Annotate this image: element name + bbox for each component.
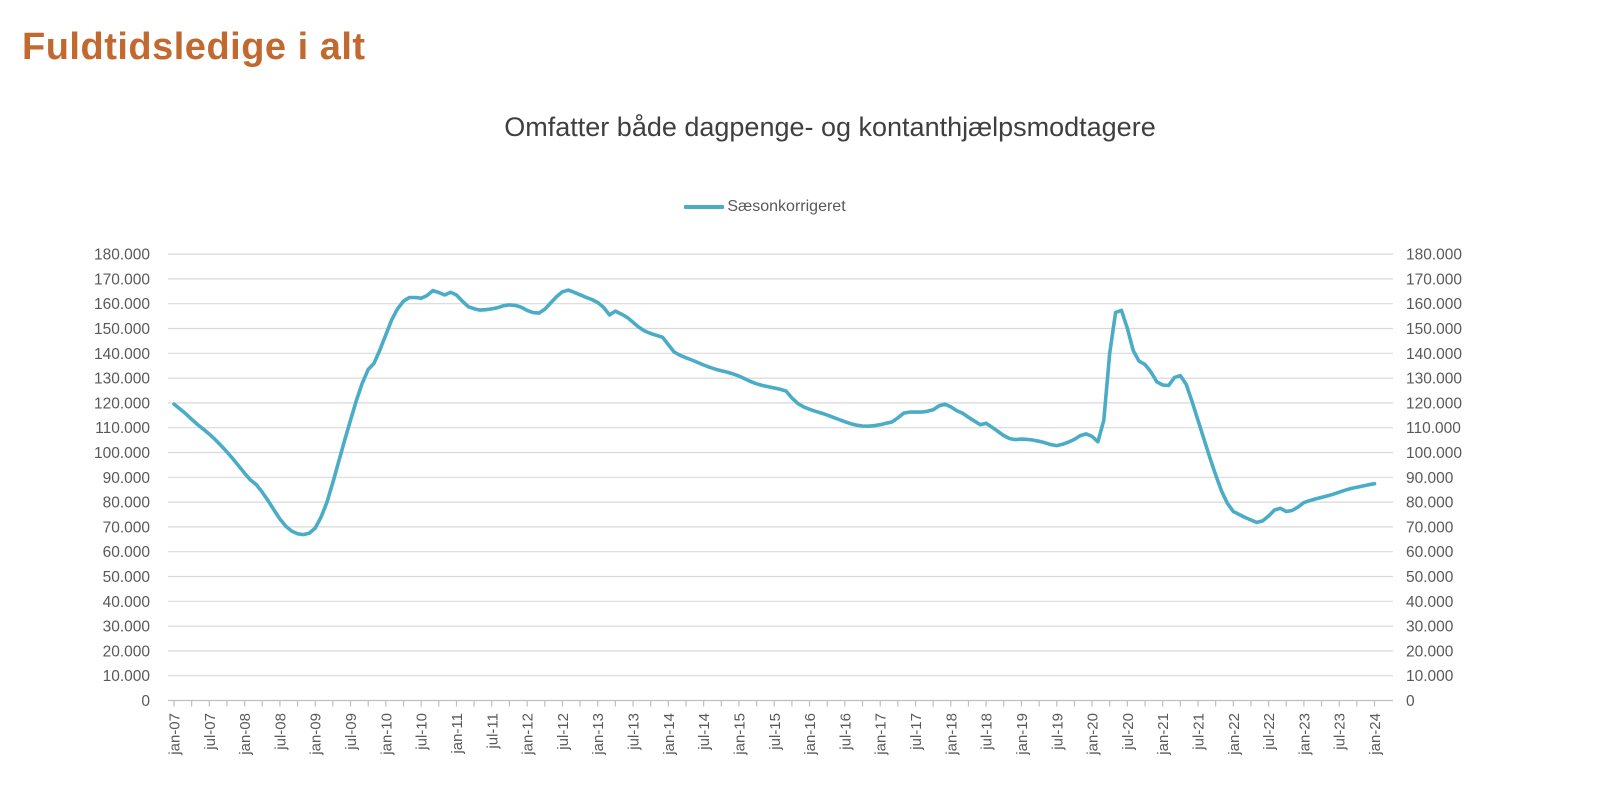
- y-axis-label-left: 60.000: [103, 544, 151, 561]
- x-axis-label: jan-21: [1155, 713, 1172, 756]
- x-axis-label: jul-11: [484, 713, 501, 750]
- x-axis-label: jan-15: [731, 713, 748, 756]
- x-axis-label: jan-11: [449, 713, 466, 755]
- x-axis-label: jan-19: [1014, 713, 1031, 756]
- legend-line-marker-icon: [684, 204, 725, 210]
- chart-title: Omfatter både dagpenge- og kontanthjælps…: [504, 112, 1156, 142]
- x-axis-label: jul-10: [414, 713, 431, 751]
- y-axis-label-left: 160.000: [94, 296, 150, 313]
- x-axis-label: jul-22: [1261, 713, 1278, 751]
- y-axis-label-left: 180.000: [94, 247, 150, 264]
- y-axis-label-right: 80.000: [1406, 495, 1454, 512]
- legend-series-label: Sæsonkorrigeret: [727, 198, 846, 215]
- x-axis-label: jan-18: [943, 713, 960, 756]
- y-axis-label-right: 170.000: [1406, 271, 1462, 288]
- x-axis-label: jul-17: [908, 713, 925, 751]
- chart-legend[interactable]: Sæsonkorrigeret: [165, 198, 1365, 216]
- y-axis-label-right: 130.000: [1406, 371, 1462, 388]
- x-axis-label: jul-20: [1120, 713, 1137, 751]
- x-axis-label: jul-12: [555, 713, 572, 751]
- x-axis-label: jul-08: [272, 713, 289, 751]
- y-axis-label-right: 50.000: [1406, 569, 1454, 586]
- x-axis-label: jul-16: [837, 713, 854, 751]
- y-axis-label-right: 0: [1406, 693, 1415, 710]
- y-axis-label-right: 120.000: [1406, 395, 1462, 412]
- y-axis-label-right: 110.000: [1406, 420, 1461, 437]
- x-axis-label: jul-14: [696, 713, 713, 751]
- x-axis-label: jan-16: [802, 713, 819, 756]
- x-axis-label: jul-13: [626, 713, 643, 751]
- y-axis-label-left: 110.000: [95, 420, 150, 437]
- y-axis-label-left: 30.000: [103, 619, 151, 636]
- y-axis-label-left: 170.000: [94, 271, 150, 288]
- x-axis-label: jul-19: [1049, 713, 1066, 751]
- x-axis-label: jan-23: [1296, 713, 1313, 756]
- x-axis-label: jul-21: [1190, 713, 1207, 751]
- x-axis-label: jan-14: [661, 713, 678, 756]
- y-axis-label-left: 10.000: [103, 668, 151, 685]
- x-axis-label: jan-09: [308, 713, 325, 756]
- y-axis-label-left: 120.000: [94, 395, 150, 412]
- y-axis-label-left: 100.000: [94, 445, 150, 462]
- x-axis-label: jan-13: [590, 713, 607, 756]
- x-axis-label: jul-09: [343, 713, 360, 751]
- x-axis-label: jan-22: [1226, 713, 1243, 756]
- x-axis-label: jan-17: [873, 713, 890, 756]
- x-axis-label: jan-20: [1085, 713, 1102, 756]
- x-axis-label: jan-10: [378, 713, 395, 756]
- y-axis-label-left: 140.000: [94, 346, 150, 363]
- y-axis-label-left: 80.000: [103, 495, 151, 512]
- y-axis-label-left: 130.000: [94, 371, 150, 388]
- y-axis-label-right: 180.000: [1406, 247, 1462, 264]
- page-title: Fuldtidsledige i alt: [22, 26, 366, 68]
- y-axis-label-right: 100.000: [1406, 445, 1462, 462]
- y-axis-label-right: 160.000: [1406, 296, 1462, 313]
- y-axis-label-right: 10.000: [1406, 668, 1454, 685]
- y-axis-label-left: 50.000: [103, 569, 151, 586]
- y-axis-label-right: 20.000: [1406, 643, 1454, 660]
- y-axis-label-right: 140.000: [1406, 346, 1462, 363]
- y-axis-label-left: 150.000: [94, 321, 150, 338]
- y-axis-label-left: 0: [141, 693, 150, 710]
- series-line-saesonkorrigeret: [172, 288, 1377, 537]
- x-axis-label: jul-23: [1332, 713, 1349, 751]
- x-axis-label: jul-15: [767, 713, 784, 751]
- y-axis-label-right: 60.000: [1406, 544, 1454, 561]
- y-axis-label-left: 40.000: [103, 594, 151, 611]
- y-axis-label-right: 90.000: [1406, 470, 1454, 487]
- y-axis-label-right: 150.000: [1406, 321, 1462, 338]
- y-axis-label-right: 30.000: [1406, 619, 1454, 636]
- y-axis-label-right: 40.000: [1406, 594, 1454, 611]
- x-axis-label: jan-08: [237, 713, 254, 756]
- x-axis-label: jan-24: [1367, 713, 1384, 756]
- y-axis-label-right: 70.000: [1406, 519, 1454, 536]
- x-axis-label: jan-12: [520, 713, 537, 756]
- y-axis-label-left: 20.000: [103, 643, 151, 660]
- y-axis-label-left: 70.000: [103, 519, 151, 536]
- y-axis-label-left: 90.000: [103, 470, 151, 487]
- x-axis-label: jan-07: [167, 713, 184, 756]
- x-axis-label: jul-18: [979, 713, 996, 751]
- x-axis-label: jul-07: [202, 713, 219, 751]
